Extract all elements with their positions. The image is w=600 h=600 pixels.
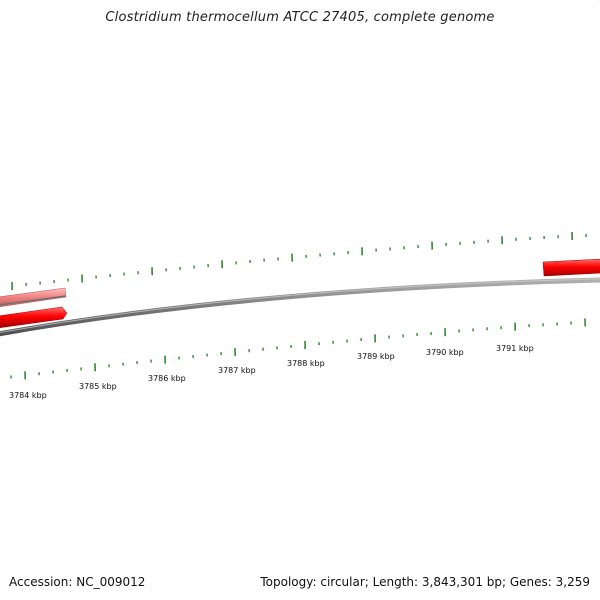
axis-label-3784: 3784 kbp [9,391,47,400]
genome-backbone [0,277,600,337]
genome-summary-text: Topology: circular; Length: 3,843,301 bp… [260,575,590,589]
axis-label-3787: 3787 kbp [218,366,256,375]
gene-forward-left[interactable] [0,306,68,328]
accession-text: Accession: NC_009012 [9,575,146,589]
axis-label-3791: 3791 kbp [496,344,534,353]
axis-label-3785: 3785 kbp [79,382,117,391]
gene-forward-right[interactable] [542,258,600,277]
axis-label-3790: 3790 kbp [426,348,464,357]
outer-tick-row [11,231,587,291]
genome-title: Clostridium thermocellum ATCC 27405, com… [105,10,495,25]
axis-label-3786: 3786 kbp [148,374,186,383]
axis-label-3788: 3788 kbp [287,359,325,368]
axis-label-3789: 3789 kbp [357,352,395,361]
inner-tick-row [10,0,600,380]
